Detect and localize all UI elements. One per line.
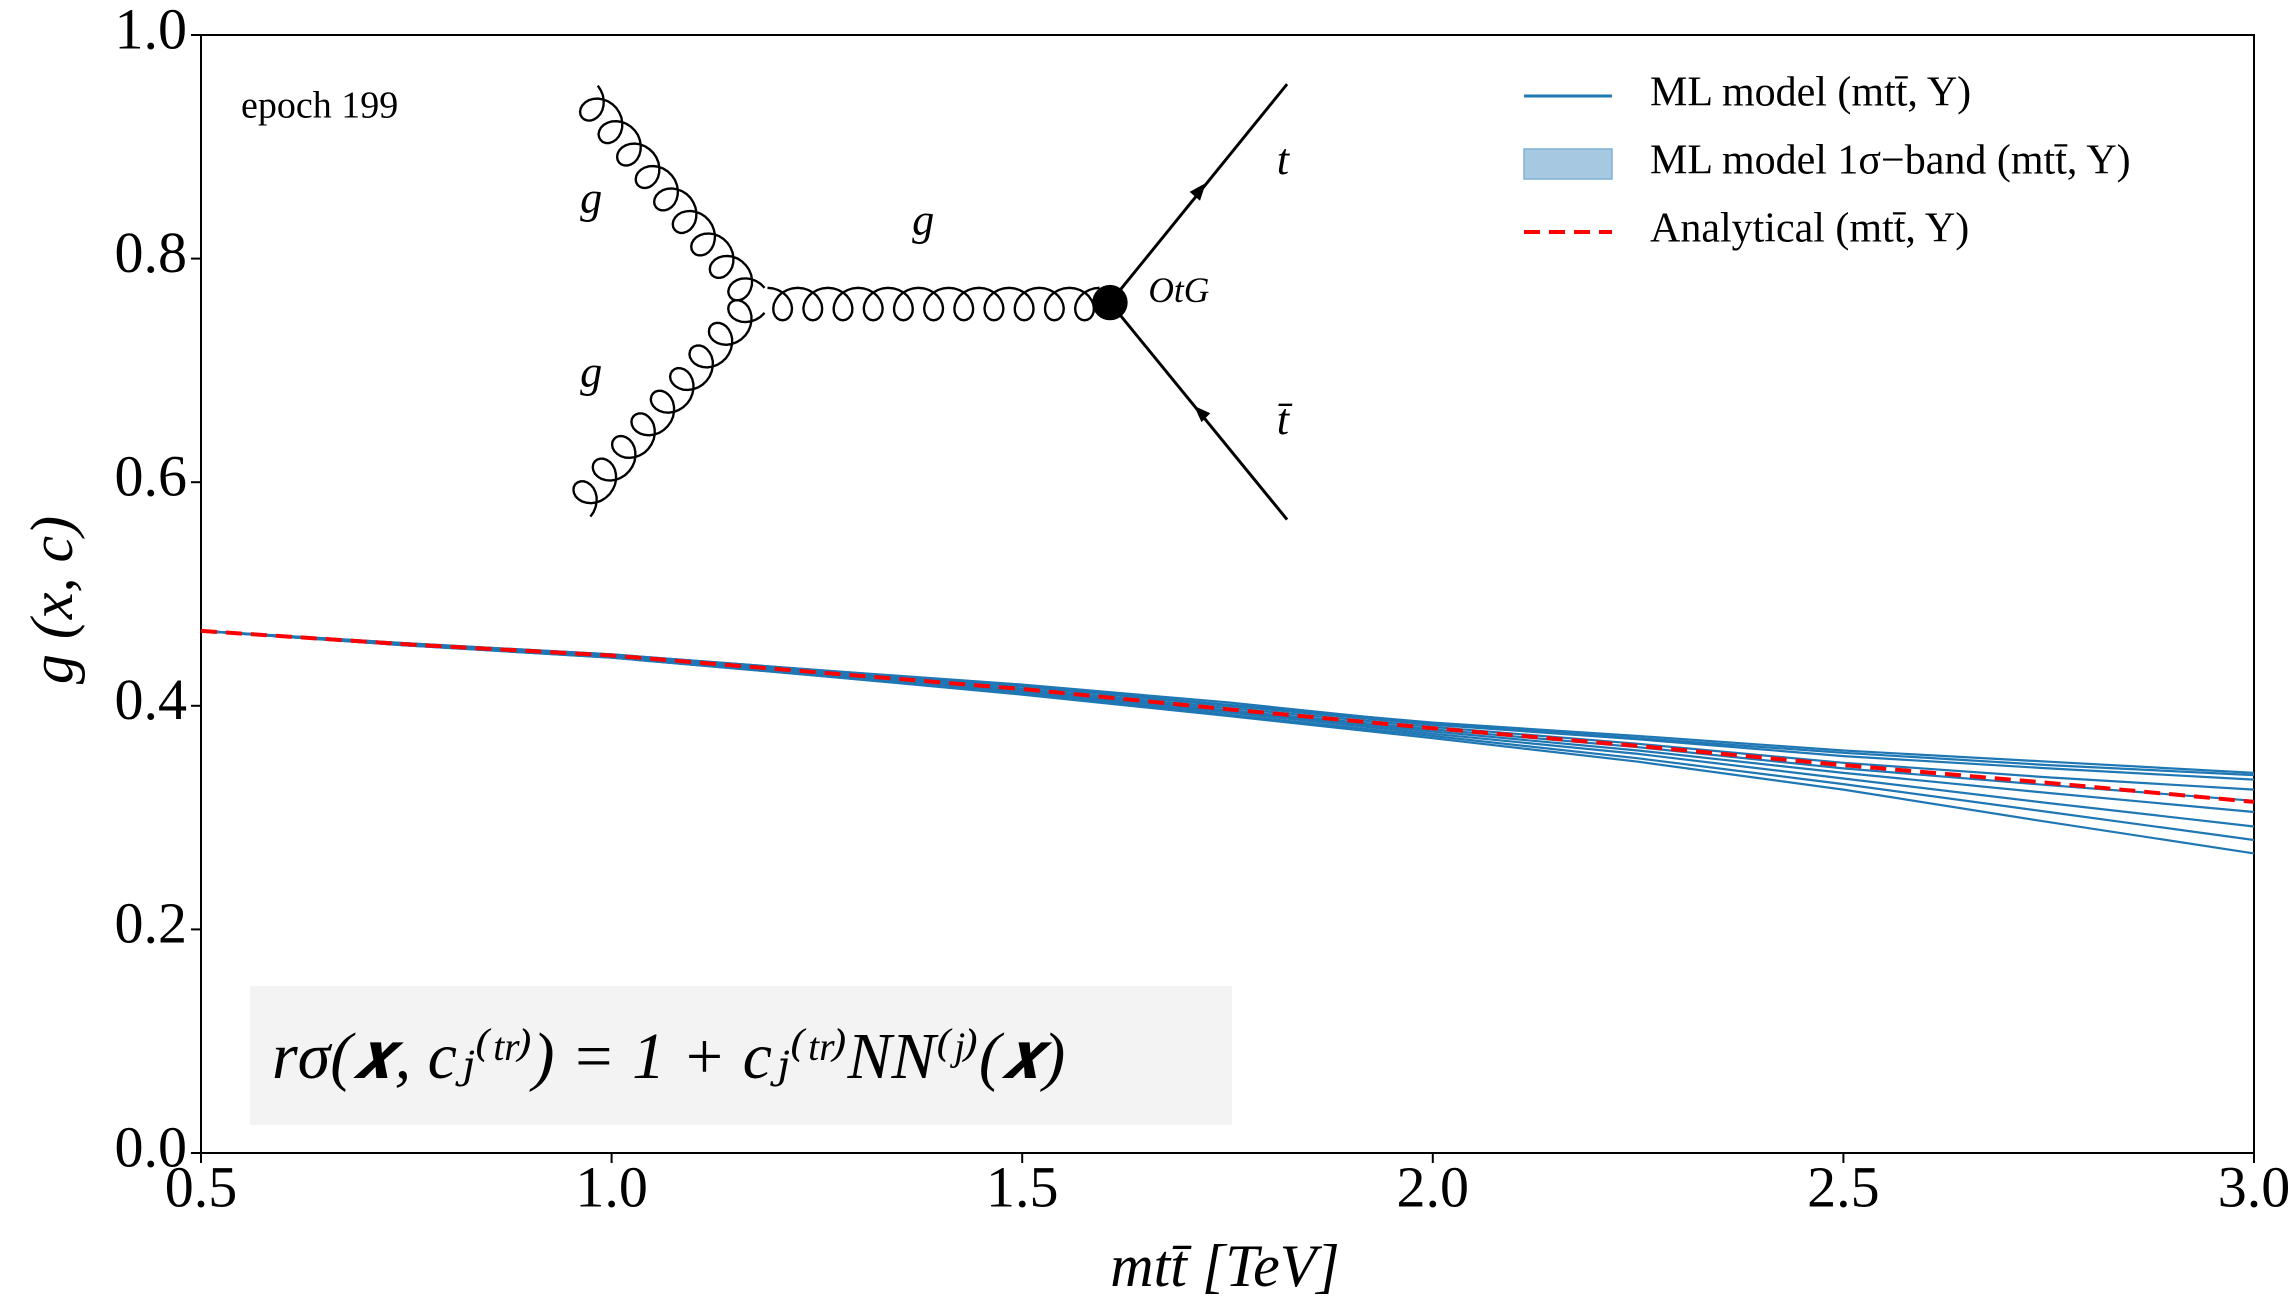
diagram-label: g	[580, 173, 602, 222]
gluon	[578, 84, 766, 302]
x-tick-label: 0.5	[165, 1154, 238, 1219]
diagram-label: g	[580, 348, 602, 397]
diagram-label: OtG	[1148, 270, 1209, 310]
replica-line	[200, 629, 2255, 855]
legend-label: ML model 1σ−band (mtt̄, Y)	[1650, 138, 2131, 184]
y-axis-label: g (x, c)	[19, 516, 85, 684]
x-tick-label: 2.0	[1397, 1154, 1470, 1219]
legend-swatch	[1523, 148, 1613, 180]
x-tick-label: 3.0	[2218, 1154, 2291, 1219]
y-tick-label: 1.0	[115, 0, 188, 61]
diagram-label: g	[912, 196, 934, 245]
arrow	[1194, 405, 1211, 423]
replica-line	[200, 629, 2255, 842]
x-tick-label: 2.5	[1807, 1154, 1880, 1219]
legend-label: ML model (mtt̄, Y)	[1650, 70, 1971, 116]
replica-line	[200, 629, 2255, 814]
analytical-line	[200, 628, 2255, 804]
x-tick-label: 1.0	[575, 1154, 648, 1219]
diagram-label: t	[1277, 135, 1291, 184]
x-tick-label: 1.5	[986, 1154, 1059, 1219]
legend-label: Analytical (mtt̄, Y)	[1650, 206, 1969, 252]
y-tick-label: 0.4	[115, 667, 188, 732]
y-tick-label: 0.6	[115, 444, 188, 509]
replica-line	[200, 629, 2255, 781]
plot-frame	[200, 34, 2255, 1154]
y-tick-label: 0.0	[115, 1114, 188, 1179]
diagram-label: t̄	[1277, 395, 1293, 444]
y-tick-label: 0.8	[115, 220, 188, 285]
replica-line	[200, 629, 2255, 777]
gluon	[572, 299, 766, 518]
feynman-diagram: g g g t t̄ OtG	[572, 83, 1293, 521]
arrow	[1189, 183, 1206, 201]
gluon	[767, 286, 1100, 322]
formula: rσ(𝒙, cⱼ⁽ᵗʳ⁾) = 1 + cⱼ⁽ᵗʳ⁾NN⁽ʲ⁾(𝒙)	[272, 1020, 1065, 1093]
vertex	[1092, 284, 1128, 321]
formula-box	[250, 986, 1232, 1125]
x-axis-label: mtt̄ [TeV]	[1110, 1233, 1340, 1299]
annotation: epoch 199	[241, 85, 398, 127]
y-tick-label: 0.2	[115, 891, 188, 956]
